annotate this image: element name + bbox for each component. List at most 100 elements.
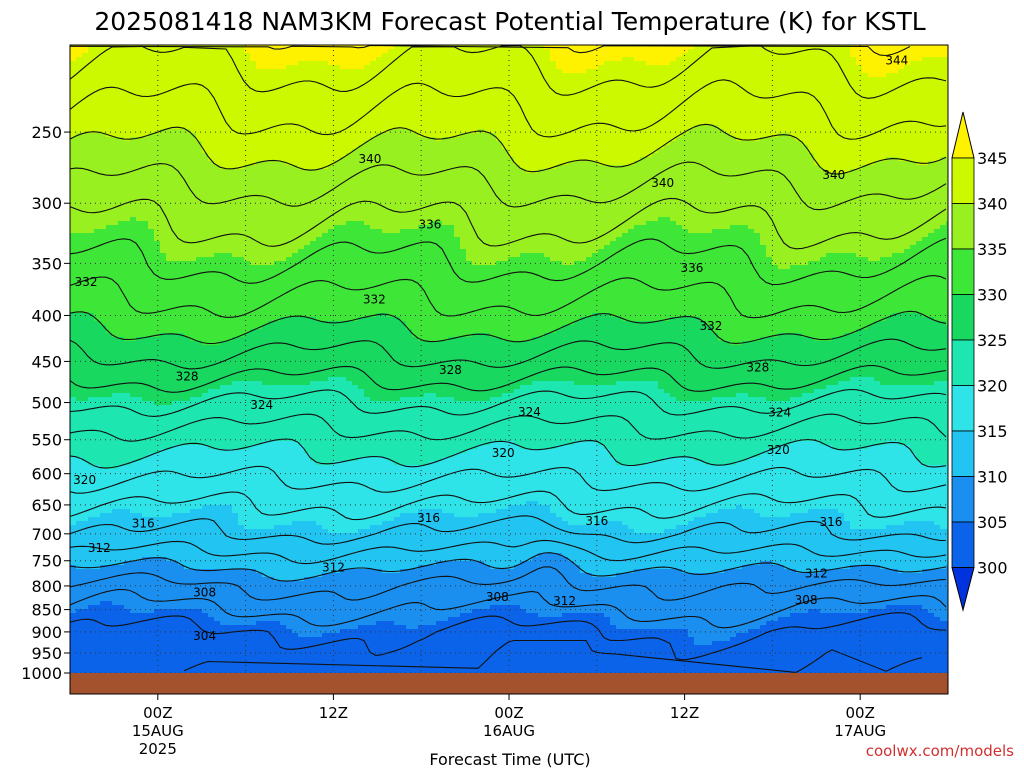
field-cell bbox=[142, 237, 149, 242]
field-cell bbox=[196, 469, 203, 474]
field-cell bbox=[100, 45, 107, 50]
field-cell bbox=[136, 329, 143, 334]
field-cell bbox=[130, 273, 137, 278]
field-cell bbox=[82, 573, 89, 578]
field-cell bbox=[148, 565, 155, 570]
field-cell bbox=[166, 53, 173, 58]
field-cell bbox=[220, 457, 227, 462]
field-cell bbox=[76, 373, 83, 378]
field-cell bbox=[232, 205, 239, 210]
field-cell bbox=[196, 133, 203, 138]
field-cell bbox=[250, 573, 257, 578]
field-cell bbox=[94, 453, 101, 458]
field-cell bbox=[82, 493, 89, 498]
field-cell bbox=[184, 281, 191, 286]
field-cell bbox=[184, 277, 191, 282]
field-cell bbox=[106, 153, 113, 158]
field-cell bbox=[172, 513, 179, 518]
field-cell bbox=[238, 137, 245, 142]
field-cell bbox=[70, 445, 77, 450]
field-cell bbox=[124, 149, 131, 154]
field-cell bbox=[244, 125, 251, 130]
field-cell bbox=[184, 117, 191, 122]
field-cell bbox=[184, 141, 191, 146]
field-cell bbox=[136, 421, 143, 426]
field-cell bbox=[178, 661, 185, 666]
field-cell bbox=[136, 261, 143, 266]
field-cell bbox=[76, 237, 83, 242]
field-cell bbox=[190, 53, 197, 58]
field-cell bbox=[238, 249, 245, 254]
field-cell bbox=[82, 53, 89, 58]
field-cell bbox=[160, 317, 167, 322]
field-cell bbox=[142, 465, 149, 470]
field-cell bbox=[250, 517, 257, 522]
field-cell bbox=[100, 121, 107, 126]
field-cell bbox=[220, 189, 227, 194]
field-cell bbox=[142, 393, 149, 398]
field-cell bbox=[112, 341, 119, 346]
field-cell bbox=[172, 457, 179, 462]
field-cell bbox=[238, 573, 245, 578]
field-cell bbox=[70, 209, 77, 214]
field-cell bbox=[256, 457, 263, 462]
field-cell bbox=[94, 193, 101, 198]
field-cell bbox=[220, 605, 227, 610]
field-cell bbox=[220, 429, 227, 434]
field-cell bbox=[196, 565, 203, 570]
field-cell bbox=[112, 633, 119, 638]
field-cell bbox=[160, 85, 167, 90]
field-cell bbox=[208, 657, 215, 662]
field-cell bbox=[220, 73, 227, 78]
field-cell bbox=[178, 537, 185, 542]
field-cell bbox=[100, 113, 107, 118]
field-cell bbox=[220, 257, 227, 262]
field-cell bbox=[202, 257, 209, 262]
field-cell bbox=[214, 433, 221, 438]
field-cell bbox=[184, 165, 191, 170]
field-cell bbox=[118, 641, 125, 646]
field-cell bbox=[184, 197, 191, 202]
field-cell bbox=[76, 413, 83, 418]
field-cell bbox=[160, 109, 167, 114]
field-cell bbox=[184, 193, 191, 198]
field-cell bbox=[178, 593, 185, 598]
field-cell bbox=[70, 301, 77, 306]
field-cell bbox=[148, 553, 155, 558]
field-cell bbox=[214, 453, 221, 458]
field-cell bbox=[130, 417, 137, 422]
field-cell bbox=[154, 409, 161, 414]
field-cell bbox=[82, 341, 89, 346]
field-cell bbox=[220, 241, 227, 246]
field-cell bbox=[88, 117, 95, 122]
field-cell bbox=[238, 237, 245, 242]
field-cell bbox=[226, 353, 233, 358]
field-cell bbox=[124, 469, 131, 474]
field-cell bbox=[154, 441, 161, 446]
field-cell bbox=[124, 53, 131, 58]
field-cell bbox=[232, 293, 239, 298]
field-cell bbox=[172, 465, 179, 470]
field-cell bbox=[208, 533, 215, 538]
field-cell bbox=[250, 265, 257, 270]
field-cell bbox=[70, 333, 77, 338]
field-cell bbox=[256, 81, 263, 86]
field-cell bbox=[208, 669, 215, 674]
field-cell bbox=[238, 97, 245, 102]
field-cell bbox=[88, 53, 95, 58]
field-cell bbox=[124, 57, 131, 62]
field-cell bbox=[76, 173, 83, 178]
field-cell bbox=[238, 393, 245, 398]
field-cell bbox=[142, 61, 149, 66]
field-cell bbox=[112, 325, 119, 330]
field-cell bbox=[196, 57, 203, 62]
field-cell bbox=[226, 213, 233, 218]
field-cell bbox=[76, 333, 83, 338]
field-cell bbox=[214, 437, 221, 442]
field-cell bbox=[70, 385, 77, 390]
field-cell bbox=[100, 77, 107, 82]
field-cell bbox=[136, 297, 143, 302]
field-cell bbox=[94, 353, 101, 358]
field-cell bbox=[202, 253, 209, 258]
field-cell bbox=[184, 453, 191, 458]
